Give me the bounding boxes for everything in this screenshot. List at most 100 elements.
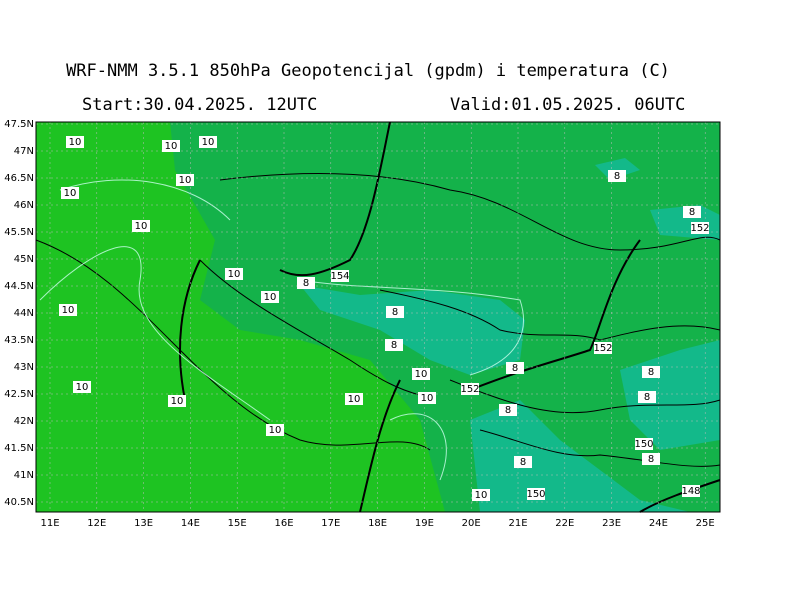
lat-label: 46.5N (4, 173, 34, 184)
label-box (176, 174, 194, 186)
contour-label: 8 (638, 391, 656, 403)
lon-label: 23E (602, 518, 621, 529)
label-box (199, 136, 217, 148)
label-box (162, 140, 180, 152)
label-text: 10 (415, 369, 428, 380)
label-box (266, 424, 284, 436)
field-cool (300, 285, 525, 375)
label-text: 10 (171, 396, 184, 407)
label-text: 10 (475, 490, 488, 501)
contour-label: 148 (681, 485, 701, 497)
label-text: 10 (64, 188, 77, 199)
contour-label: 10 (59, 304, 77, 316)
field-warm (36, 122, 445, 512)
contour-label: 8 (642, 453, 660, 465)
lat-label: 42.5N (4, 389, 34, 400)
lon-label: 22E (555, 518, 574, 529)
contour-label: 8 (642, 366, 660, 378)
lon-label: 19E (415, 518, 434, 529)
contour-labels: 10 10 10 10 10 10 10 10 10 10 10 10 10 10 10 10 8 8 8 8 8 8 8 8… (59, 136, 710, 501)
lat-label: 47.5N (4, 119, 34, 130)
label-box (168, 395, 186, 407)
label-box (66, 136, 84, 148)
label-box (59, 304, 77, 316)
lon-label: 24E (649, 518, 668, 529)
axes: 47.5N 47N 46.5N 46N 45.5N 45N 44.5N 44N 43.5N 43N… (4, 119, 714, 529)
lon-label: 25E (696, 518, 715, 529)
label-text: 8 (689, 207, 695, 218)
label-text: 150 (526, 489, 545, 500)
label-text: 152 (593, 343, 612, 354)
lon-label: 16E (274, 518, 293, 529)
label-text: 8 (648, 454, 654, 465)
label-box (297, 277, 315, 289)
label-box (261, 291, 279, 303)
label-box (499, 404, 517, 416)
label-text: 10 (135, 221, 148, 232)
label-box (225, 268, 243, 280)
contour-label: 150 (526, 488, 546, 500)
lon-label: 11E (40, 518, 59, 529)
contour-label: 8 (608, 170, 626, 182)
lat-label: 41.5N (4, 443, 34, 454)
lat-label: 43N (14, 362, 34, 373)
contour-label: 10 (266, 424, 284, 436)
label-box (635, 438, 653, 450)
contour-label: 8 (683, 206, 701, 218)
contour-label: 10 (132, 220, 150, 232)
label-box (418, 392, 436, 404)
label-box (461, 383, 479, 395)
valid-time: Valid:01.05.2025. 06UTC (450, 95, 685, 115)
contour-label: 10 (472, 489, 490, 501)
label-text: 8 (392, 307, 398, 318)
lon-label: 14E (181, 518, 200, 529)
title: WRF-NMM 3.5.1 850hPa Geopotencijal (gpdm… (66, 61, 670, 81)
label-text: 10 (69, 137, 82, 148)
contour-label: 10 (225, 268, 243, 280)
contour-lines (179, 121, 721, 513)
label-text: 8 (505, 405, 511, 416)
contour-label: 10 (176, 174, 194, 186)
label-text: 10 (202, 137, 215, 148)
lat-label: 47N (14, 146, 34, 157)
label-text: 10 (421, 393, 434, 404)
lat-label: 41N (14, 470, 34, 481)
label-box (73, 381, 91, 393)
contour-label: 150 (634, 438, 654, 450)
lon-label: 17E (321, 518, 340, 529)
contour-label: 8 (499, 404, 517, 416)
contour-label: 10 (345, 393, 363, 405)
label-box (506, 362, 524, 374)
label-box (412, 368, 430, 380)
label-text: 10 (264, 292, 277, 303)
label-text: 10 (165, 141, 178, 152)
contour-label: 10 (162, 140, 180, 152)
lon-label: 15E (228, 518, 247, 529)
contour-label: 152 (593, 342, 613, 354)
label-box (527, 488, 545, 500)
label-box (514, 456, 532, 468)
contour-label: 152 (460, 383, 480, 395)
label-box (385, 339, 403, 351)
label-box (691, 222, 709, 234)
label-text: 10 (179, 175, 192, 186)
lat-label: 46N (14, 200, 34, 211)
map-frame (35, 121, 721, 513)
label-box (638, 391, 656, 403)
contour-label: 8 (297, 277, 315, 289)
label-text: 8 (391, 340, 397, 351)
label-text: 152 (460, 384, 479, 395)
contour-label: 10 (73, 381, 91, 393)
lat-label: 45.5N (4, 227, 34, 238)
label-box (594, 342, 612, 354)
label-text: 10 (62, 305, 75, 316)
lon-label: 12E (87, 518, 106, 529)
map-area: 10 10 10 10 10 10 10 10 10 10 10 10 10 10 10 10 8 8 8 8 8 8 8 8… (35, 121, 721, 513)
label-text: 10 (76, 382, 89, 393)
label-text: 152 (690, 223, 709, 234)
label-text: 8 (512, 363, 518, 374)
contour-label: 10 (412, 368, 430, 380)
graticule (36, 122, 720, 512)
contour-label: 10 (261, 291, 279, 303)
borders (35, 172, 721, 467)
